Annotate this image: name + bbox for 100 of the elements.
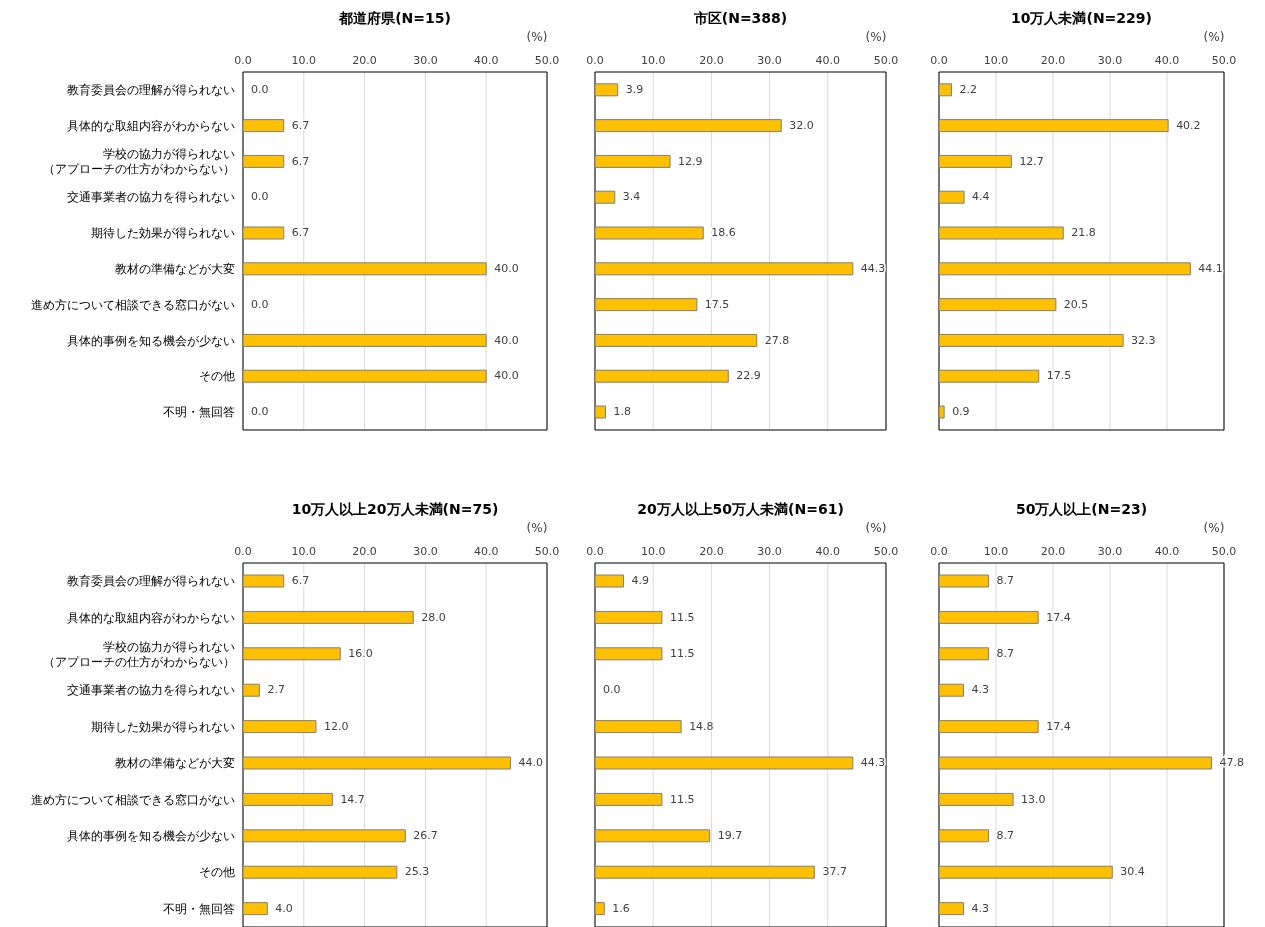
data-label: 14.8 — [689, 719, 714, 733]
bar — [243, 865, 398, 879]
x-tick-label: 50.0 — [873, 545, 899, 558]
x-tick-label: 10.0 — [983, 54, 1009, 67]
bar — [595, 756, 854, 770]
bar — [939, 226, 1064, 240]
data-label: 4.9 — [631, 574, 650, 588]
y-tick-label: 教材の準備などが大変 — [115, 755, 235, 770]
y-tick-label: 交通事業者の協力を得られない — [67, 189, 235, 204]
data-label: 14.7 — [340, 792, 365, 806]
bar — [243, 683, 260, 697]
x-tick-label: 10.0 — [983, 545, 1009, 558]
data-label: 12.9 — [678, 154, 703, 168]
data-label: 17.5 — [704, 297, 730, 311]
bar — [939, 683, 965, 697]
bar — [595, 119, 782, 133]
y-tick-label: 具体的な取組内容がわからない — [67, 610, 235, 625]
bar — [939, 902, 965, 916]
x-tick-label: 30.0 — [413, 54, 438, 67]
bar — [595, 298, 698, 312]
bar — [243, 829, 406, 843]
data-label: 1.8 — [613, 405, 631, 419]
x-axis-title: (%) — [1202, 30, 1226, 44]
data-label: 0.0 — [603, 683, 621, 697]
data-label: 13.0 — [1021, 792, 1046, 806]
y-tick-label: 教育委員会の理解が得られない — [67, 573, 235, 588]
bar — [939, 83, 953, 97]
data-label: 4.0 — [275, 901, 293, 915]
data-label: 40.0 — [494, 261, 519, 275]
x-tick-label: 30.0 — [757, 545, 782, 558]
data-label: 26.7 — [413, 829, 438, 842]
x-tick-label: 40.0 — [473, 54, 499, 67]
x-tick-label: 20.0 — [1040, 545, 1066, 558]
bar — [939, 829, 990, 843]
bar — [595, 865, 815, 879]
data-label: 3.9 — [625, 82, 644, 96]
data-label: 17.4 — [1046, 610, 1071, 624]
data-label: 8.7 — [996, 647, 1015, 660]
x-tick-label: 40.0 — [1154, 545, 1180, 558]
bar — [939, 720, 1039, 734]
y-tick-label: 具体的な取組内容がわからない — [67, 118, 235, 133]
bar — [595, 574, 625, 588]
bar — [595, 226, 704, 240]
chart-title: 10万人未満(N=229) — [1010, 10, 1153, 28]
bar — [595, 369, 729, 383]
data-label: 40.0 — [494, 333, 519, 347]
y-tick-label: 不明・無回答 — [163, 404, 235, 419]
bar — [939, 792, 1014, 806]
x-tick-label: 20.0 — [1040, 54, 1066, 67]
data-label: 0.0 — [251, 405, 269, 419]
data-label: 25.3 — [404, 865, 430, 879]
y-tick-label: 教材の準備などが大変 — [115, 261, 235, 276]
y-tick-label: 交通事業者の協力を得られない — [67, 682, 235, 697]
x-tick-label: 50.0 — [1211, 54, 1237, 67]
bar — [595, 83, 619, 97]
x-tick-label: 30.0 — [1097, 545, 1123, 558]
data-label: 8.7 — [996, 574, 1015, 588]
x-tick-label: 40.0 — [473, 545, 499, 558]
x-tick-label: 0.0 — [234, 545, 252, 558]
data-label: 4.3 — [971, 901, 990, 915]
data-label: 44.0 — [518, 756, 544, 770]
data-label: 4.3 — [971, 683, 990, 697]
chart-title: 20万人以上50万人未満(N=61) — [636, 501, 845, 519]
y-tick-label: 期待した効果が得られない — [91, 719, 235, 734]
data-label: 11.5 — [669, 610, 695, 624]
x-axis-title: (%) — [1202, 521, 1226, 535]
bar — [595, 720, 682, 734]
bar — [939, 756, 1212, 770]
data-label: 6.7 — [291, 226, 310, 240]
data-label: 44.1 — [1198, 261, 1223, 275]
data-label: 19.7 — [717, 829, 743, 842]
x-tick-label: 40.0 — [815, 54, 841, 67]
y-tick-label: 具体的事例を知る機会が少ない — [67, 828, 235, 843]
data-label: 4.4 — [972, 190, 990, 204]
bar — [939, 262, 1191, 276]
data-label: 0.0 — [251, 297, 269, 311]
data-label: 11.5 — [669, 647, 695, 660]
bar — [939, 610, 1039, 624]
y-tick-label: 進め方について相談できる窓口がない — [31, 297, 235, 312]
data-label: 3.4 — [622, 190, 641, 204]
x-tick-label: 20.0 — [352, 54, 377, 67]
x-axis-title: (%) — [525, 30, 549, 44]
x-tick-label: 30.0 — [757, 54, 782, 67]
bar — [595, 610, 663, 624]
bar — [595, 405, 606, 419]
data-label: 17.4 — [1046, 719, 1071, 733]
bar — [595, 262, 854, 276]
x-tick-label: 40.0 — [815, 545, 841, 558]
x-tick-label: 20.0 — [352, 545, 377, 558]
data-label: 11.5 — [669, 792, 695, 806]
data-label: 17.5 — [1046, 369, 1072, 383]
data-label: 6.7 — [291, 574, 310, 588]
chart-title: 50万人以上(N=23) — [1014, 501, 1149, 519]
chart-title: 都道府県(N=15) — [338, 10, 452, 28]
data-label: 2.7 — [267, 683, 285, 697]
data-label: 20.5 — [1063, 297, 1089, 311]
x-axis-title: (%) — [525, 521, 549, 535]
data-label: 2.2 — [959, 82, 978, 96]
chart-title: 10万人以上20万人未満(N=75) — [290, 501, 500, 519]
data-label: 0.0 — [251, 190, 269, 204]
